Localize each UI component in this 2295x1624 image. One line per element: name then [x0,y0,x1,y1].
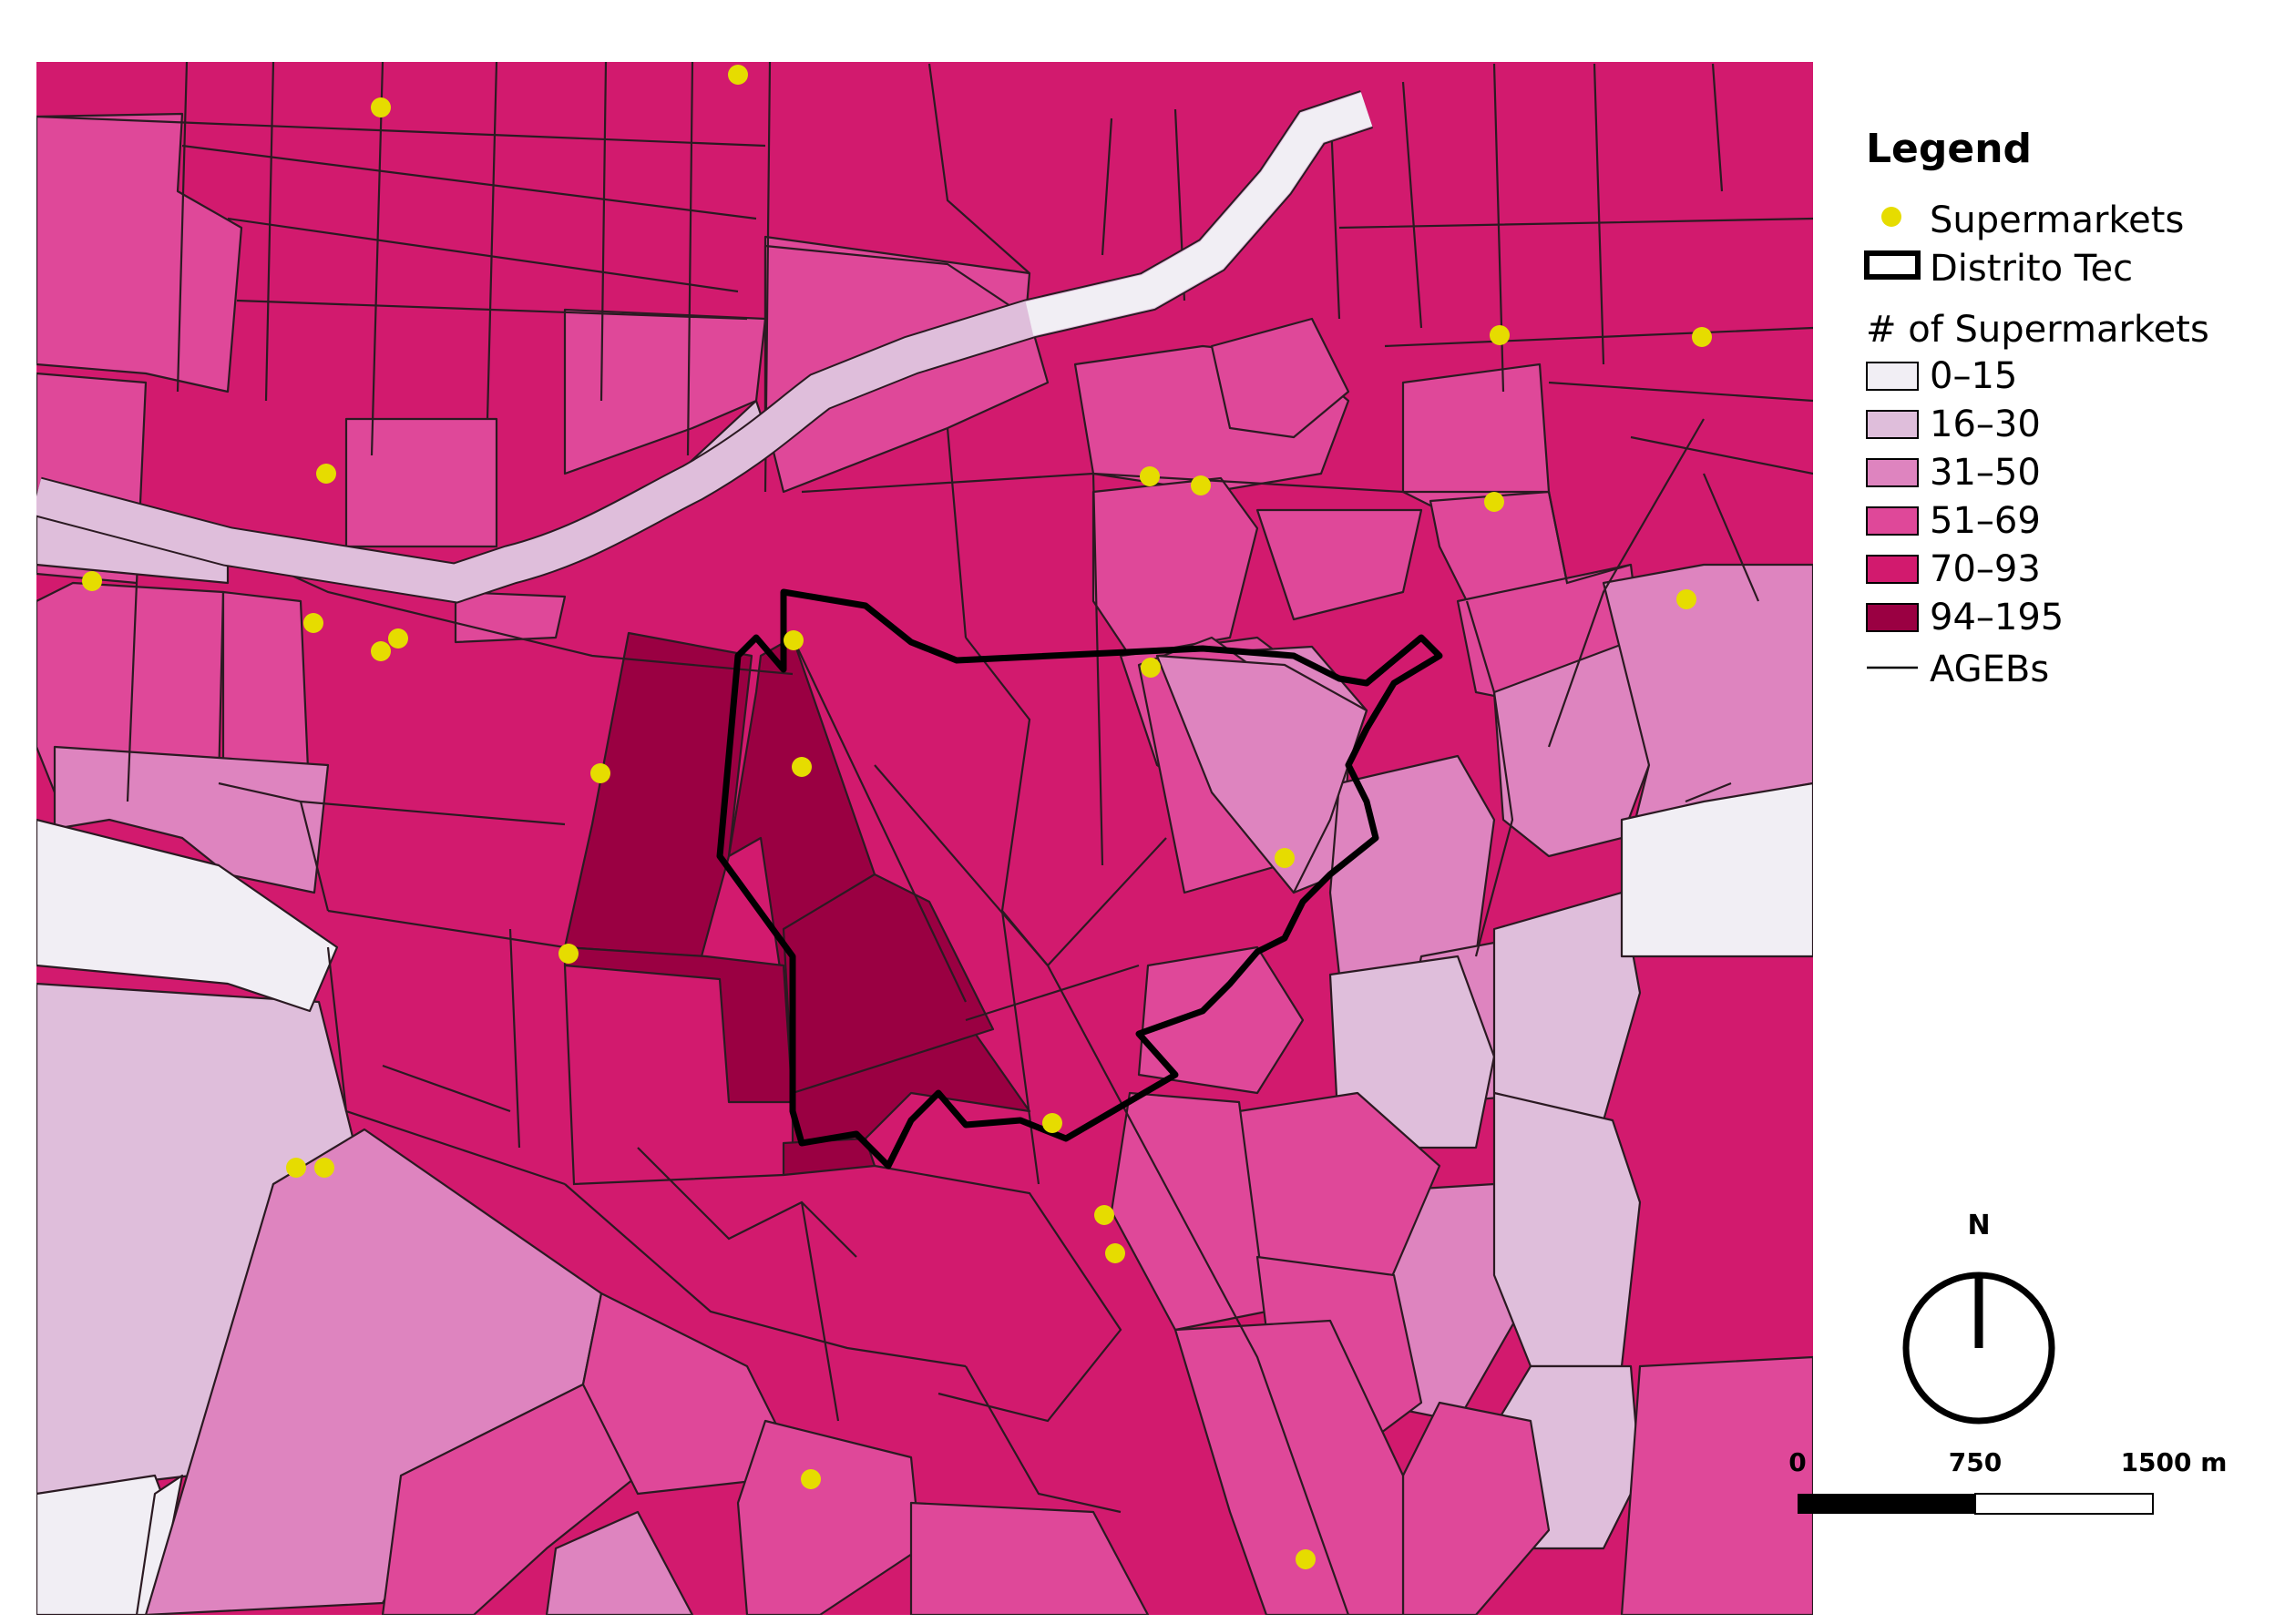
legend-supermarkets-label: Supermarkets [1930,199,2184,241]
ageb-polygon [545,1510,694,1615]
legend-classes: 0–15 16–30 31–50 51–69 70–93 94–195 [1866,355,2064,638]
supermarket-point [1042,1113,1062,1133]
ageb-polygon [344,417,498,548]
supermarkets-layer [82,65,1712,1569]
district-legend-icon [1864,250,1921,280]
ageb-line [792,637,1167,1022]
ageb-line [1338,217,1813,475]
ageb-polygon [1620,1355,1813,1615]
ageb-polygon [1401,363,1551,512]
ageb-polygon [36,818,339,1013]
ageb-polygon [1155,654,1368,894]
ageb-line [801,427,1549,966]
scale-bar: 0 750 1500 m [1788,1447,2228,1515]
scale-bar-white [1974,1493,2154,1515]
supermarket-point [1692,327,1712,347]
river-band-fill [36,92,1373,602]
supermarket-point [1105,1243,1125,1263]
ageb-polygon [1620,781,1813,958]
ageb-polygon [1328,754,1496,976]
supermarket-point [1676,589,1696,609]
ageb-line [126,545,794,949]
supermarket-point [801,1469,821,1489]
ageb-line [1465,418,1760,957]
legend-class-label-5: 94–195 [1930,597,2064,638]
ageb-line [326,928,784,1186]
ageb-line [874,1164,1122,1514]
supermarket-point [388,628,408,649]
supermarket-point [1141,658,1161,678]
legend-title: Legend [1866,126,2032,172]
ageb-line [36,115,766,321]
legend-swatch-0 [1866,362,1919,391]
ageb-polygon [909,1501,1150,1615]
legend-class-label-1: 16–30 [1930,403,2041,445]
ageb-line [176,62,772,493]
supermarket-point [303,613,323,633]
supermarket-point [82,571,102,591]
ageb-polygon [454,590,567,644]
legend-classes-title: # of Supermarkets [1866,309,2209,351]
ageb-polygon [1110,1091,1268,1332]
legend-swatch-5 [1866,603,1919,632]
supermarket-point [1275,848,1295,868]
ageb-polygon [736,1419,922,1615]
scale-label-750: 750 [1949,1447,2002,1477]
ageb-polygon [581,1292,804,1496]
ageb-polygon [135,1474,184,1615]
ageb-polygon [1137,945,1305,1095]
ageb-line [927,63,1724,393]
supermarket-point [286,1158,306,1178]
supermarket-point [314,1158,334,1178]
scale-label-1500: 1500 m [2121,1447,2228,1477]
supermarket-point [371,641,391,661]
ageb-polygon [563,945,794,1104]
supermarket-point [1490,325,1510,345]
ageb-polygon [36,112,243,393]
supermarket-point [792,757,812,777]
supermarket-point [784,630,804,650]
river-water [1025,92,1373,336]
ageb-polygon [1173,1319,1405,1615]
supermarket-point [558,944,579,964]
legend-class-label-0: 0–15 [1930,355,2017,397]
legend-class-label-3: 51–69 [1930,500,2041,542]
legend-swatch-2 [1866,458,1919,487]
legend-agebs-label: AGEBs [1930,649,2049,690]
legend-swatch-1 [1866,410,1919,439]
legend-class-label-4: 70–93 [1930,548,2041,590]
agebs-layer [36,112,1813,1615]
ageb-line [1000,910,1350,1615]
legend-class-label-2: 31–50 [1930,452,2041,494]
north-label: N [1967,1210,1990,1241]
supermarket-point [1484,492,1504,512]
supermarket-point [1296,1549,1316,1569]
ageb-line [564,1147,967,1422]
scale-bar-black [1798,1494,1975,1514]
supermarket-point [590,763,610,783]
supermarket-point [1094,1205,1114,1225]
supermarket-point [316,464,336,484]
ageb-polygon [1492,891,1642,1122]
legend: Legend Supermarkets Distrito Tec # of Su… [1864,126,2209,690]
supermarket-point [371,97,391,117]
legend-swatch-3 [1866,506,1919,536]
supermarket-point [728,65,748,85]
scale-label-0: 0 [1788,1447,1806,1477]
ageb-polygon [1091,476,1259,658]
map-frame [36,62,1813,1615]
supermarket-point [1140,466,1160,486]
supermarket-legend-icon [1881,207,1901,227]
supermarket-point [1191,475,1211,495]
legend-district-label: Distrito Tec [1930,248,2133,290]
distrito-tec-outline [716,588,1443,1169]
ageb-polygon [1492,1091,1642,1368]
ageb-polygon [1210,317,1350,439]
ageb-polygon [1255,508,1423,621]
river [36,90,1373,604]
legend-swatch-4 [1866,555,1919,584]
north-arrow-icon: N [1902,1210,2055,1425]
ageb-lines [36,62,1813,1615]
